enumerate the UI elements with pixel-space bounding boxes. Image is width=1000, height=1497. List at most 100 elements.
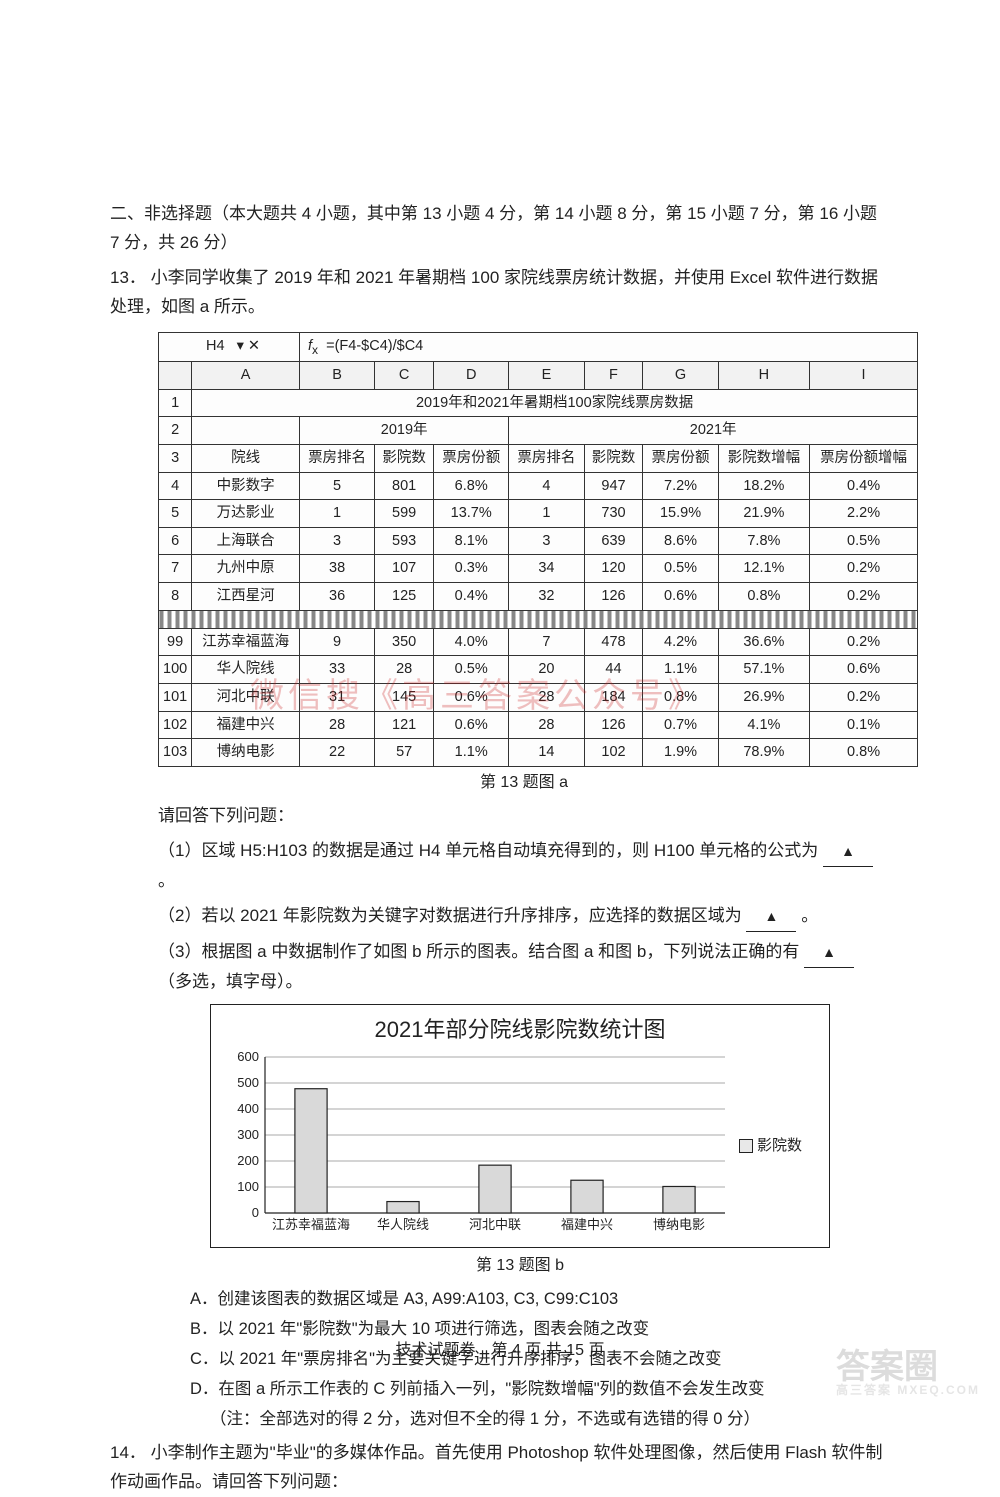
col-letter: G (643, 361, 718, 389)
cell: 102 (584, 739, 643, 767)
cell: 18.2% (718, 472, 809, 500)
cell: 21.9% (718, 500, 809, 528)
cell: 36 (299, 583, 374, 611)
year-2019: 2019年 (299, 417, 508, 445)
row-num-2: 2 (159, 417, 192, 445)
cell: 14 (509, 739, 584, 767)
cell: 4.0% (434, 628, 509, 656)
table-row: 7九州中原381070.3%341200.5%12.1%0.2% (159, 555, 918, 583)
col-header: 影院数 (375, 444, 434, 472)
col-header: 票房份额 (434, 444, 509, 472)
cell: 6.8% (434, 472, 509, 500)
formula-text: =(F4-$C4)/$C4 (326, 338, 423, 354)
cell: 万达影业 (192, 500, 300, 528)
col-header: 影院数增幅 (718, 444, 809, 472)
col-header: 影院数 (584, 444, 643, 472)
option-A: A．创建该图表的数据区域是 A3, A99:A103, C3, C99:C103 (190, 1285, 890, 1313)
blank-3[interactable] (804, 938, 854, 968)
cell: 57 (375, 739, 434, 767)
svg-text:0: 0 (252, 1205, 259, 1220)
cell: 947 (584, 472, 643, 500)
cell: 0.8% (810, 739, 918, 767)
row-num: 99 (159, 628, 192, 656)
cell: 上海联合 (192, 527, 300, 555)
svg-text:博纳电影: 博纳电影 (653, 1217, 705, 1232)
cell: 0.2% (810, 684, 918, 712)
row-num: 103 (159, 739, 192, 767)
col-letter: I (810, 361, 918, 389)
cell: 0.3% (434, 555, 509, 583)
cell: 0.2% (810, 583, 918, 611)
col-letters-row: ABCDEFGHI (159, 361, 918, 389)
svg-text:福建中兴: 福建中兴 (561, 1217, 613, 1232)
cell: 1.9% (643, 739, 718, 767)
cell: 126 (584, 583, 643, 611)
cell: 7.2% (643, 472, 718, 500)
option-D: D．在图 a 所示工作表的 C 列前插入一列，"影院数增幅"列的数值不会发生改变 (190, 1375, 890, 1403)
cell: 26.9% (718, 684, 809, 712)
col-letter: H (718, 361, 809, 389)
q13-sub3a: （3）根据图 a 中数据制作了如图 b 所示的图表。结合图 a 和图 b，下列说… (158, 942, 799, 961)
svg-text:300: 300 (237, 1127, 259, 1142)
col-letter: C (375, 361, 434, 389)
question-14: 14． 小李制作主题为"毕业"的多媒体作品。首先使用 Photoshop 软件处… (110, 1439, 890, 1497)
legend-swatch (739, 1139, 753, 1153)
cell: 0.6% (643, 583, 718, 611)
cell: 639 (584, 527, 643, 555)
title-row: 1 2019年和2021年暑期档100家院线票房数据 (159, 389, 918, 417)
bar-chart: 0100200300400500600江苏幸福蓝海华人院线河北中联福建中兴博纳电… (221, 1051, 731, 1241)
col-letter: F (584, 361, 643, 389)
svg-text:江苏幸福蓝海: 江苏幸福蓝海 (272, 1217, 350, 1232)
table-row: 5万达影业159913.7%173015.9%21.9%2.2% (159, 500, 918, 528)
cell: 125 (375, 583, 434, 611)
table-title: 2019年和2021年暑期档100家院线票房数据 (192, 389, 918, 417)
table-row: 8江西星河361250.4%321260.6%0.8%0.2% (159, 583, 918, 611)
row-num: 101 (159, 684, 192, 712)
corner-big: 答案圈 (836, 1348, 938, 1386)
cell: 8.1% (434, 527, 509, 555)
cell: 中影数字 (192, 472, 300, 500)
row-num: 102 (159, 711, 192, 739)
col-letter: B (299, 361, 374, 389)
blank-1[interactable] (823, 837, 873, 867)
cell: 78.9% (718, 739, 809, 767)
svg-text:100: 100 (237, 1179, 259, 1194)
col-header: 票房排名 (299, 444, 374, 472)
cell: 1 (299, 500, 374, 528)
row-num: 5 (159, 500, 192, 528)
cell: 0.6% (810, 656, 918, 684)
corner-small: 高三答案 MXEQ.COM (836, 1384, 980, 1396)
blank-2[interactable] (746, 902, 796, 932)
table-row: 6上海联合35938.1%36398.6%7.8%0.5% (159, 527, 918, 555)
svg-text:200: 200 (237, 1153, 259, 1168)
cell: 3 (299, 527, 374, 555)
cell: 5 (299, 472, 374, 500)
cell: 0.4% (810, 472, 918, 500)
q13-sub2: （2）若以 2021 年影院数为关键字对数据进行升序排序，应选择的数据区域为 。 (158, 902, 890, 932)
q13-table-caption: 第 13 题图 a (158, 769, 890, 796)
q13-sub1-end: 。 (158, 871, 175, 890)
name-box-text: H4 (206, 338, 225, 354)
row-num: 6 (159, 527, 192, 555)
svg-text:华人院线: 华人院线 (377, 1217, 429, 1232)
col-letter: A (192, 361, 300, 389)
cell: 4 (509, 472, 584, 500)
q13-number: 13． (110, 268, 146, 287)
svg-text:河北中联: 河北中联 (469, 1217, 521, 1232)
cell: 0.5% (810, 527, 918, 555)
cell: 9 (299, 628, 374, 656)
formula-bar: fx =(F4-$C4)/$C4 (299, 332, 917, 361)
formula-bar-row: H4 ▾ ✕ fx =(F4-$C4)/$C4 (159, 332, 918, 361)
cell: 57.1% (718, 656, 809, 684)
cell: 32 (509, 583, 584, 611)
rows-top: 4中影数字58016.8%49477.2%18.2%0.4%5万达影业15991… (159, 472, 918, 610)
cell: 博纳电影 (192, 739, 300, 767)
col-letter: D (434, 361, 509, 389)
cell: 九州中原 (192, 555, 300, 583)
q13-text: 小李同学收集了 2019 年和 2021 年暑期档 100 家院线票房统计数据，… (110, 268, 878, 316)
row-num: 4 (159, 472, 192, 500)
cell: 1.1% (434, 739, 509, 767)
cell: 1 (509, 500, 584, 528)
year-row: 2 2019年 2021年 (159, 417, 918, 445)
header-row: 3院线票房排名影院数票房份额票房排名影院数票房份额影院数增幅票房份额增幅 (159, 444, 918, 472)
